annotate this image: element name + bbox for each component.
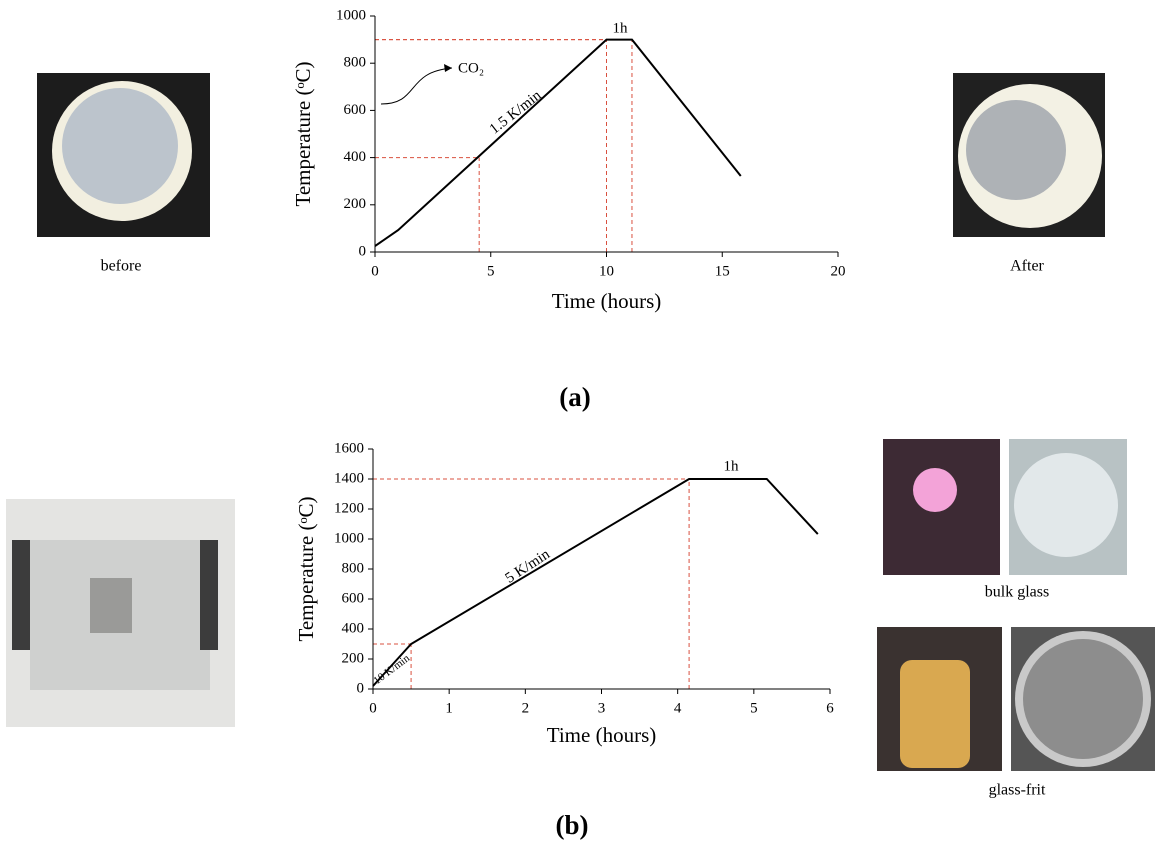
x-tick-label: 4	[674, 700, 682, 716]
panel-label: (a)	[559, 382, 590, 412]
y-tick-label: 800	[342, 560, 365, 576]
y-tick-label: 200	[342, 650, 365, 666]
y-tick-label: 400	[342, 620, 365, 636]
photo-before	[37, 73, 210, 237]
x-tick-label: 1	[445, 700, 453, 716]
x-tick-label: 0	[371, 263, 379, 279]
caption: glass-frit	[989, 782, 1046, 799]
x-tick-label: 0	[369, 700, 377, 716]
x-tick-label: 3	[598, 700, 606, 716]
y-tick-label: 1200	[334, 500, 364, 516]
y-tick-label: 1000	[334, 530, 364, 546]
x-tick-label: 2	[522, 700, 530, 716]
y-tick-label: 200	[344, 196, 367, 212]
line	[375, 40, 741, 247]
y-tick-label: 1600	[334, 440, 364, 456]
y-tick-label: 0	[357, 680, 365, 696]
photo-bulk-glass	[883, 439, 1127, 575]
x-tick-label: 15	[715, 263, 730, 279]
y-tick-label: 600	[344, 102, 367, 118]
caption: before	[101, 258, 142, 275]
y-tick-label: 1000	[336, 7, 366, 23]
annotation: 1h	[724, 458, 740, 474]
annotation: 1h	[613, 20, 629, 36]
x-tick-label: 5	[487, 263, 495, 279]
caption: bulk glass	[985, 584, 1049, 601]
photo-after	[953, 73, 1105, 237]
figure: 1h 1.5 K/min CO₂ 1h 5 K/min 10 K/min bef…	[0, 0, 1157, 843]
annotation: 5 K/min	[503, 546, 554, 587]
x-axis-title: Time (hours)	[547, 723, 656, 747]
photo-glass-frit	[877, 627, 1155, 771]
x-tick-label: 10	[599, 263, 614, 279]
y-tick-label: 400	[344, 149, 367, 165]
y-axis-title: Temperature (ᵒC)	[291, 61, 315, 206]
panel-label: (b)	[556, 810, 589, 840]
caption: After	[1010, 258, 1044, 275]
annotation: CO₂	[458, 60, 484, 76]
x-tick-label: 20	[831, 263, 846, 279]
y-tick-label: 800	[344, 55, 367, 71]
annotation: 1.5 K/min	[487, 87, 545, 137]
x-tick-label: 6	[826, 700, 834, 716]
annotation-arrow	[444, 64, 452, 72]
y-tick-label: 1400	[334, 470, 364, 486]
line	[373, 479, 818, 686]
annotation-arrow	[381, 68, 452, 104]
x-tick-label: 5	[750, 700, 758, 716]
y-tick-label: 0	[359, 243, 367, 259]
x-axis-title: Time (hours)	[552, 289, 661, 313]
y-axis-title: Temperature (ᵒC)	[294, 496, 318, 641]
photo-furnace	[6, 499, 235, 727]
y-tick-label: 600	[342, 590, 365, 606]
